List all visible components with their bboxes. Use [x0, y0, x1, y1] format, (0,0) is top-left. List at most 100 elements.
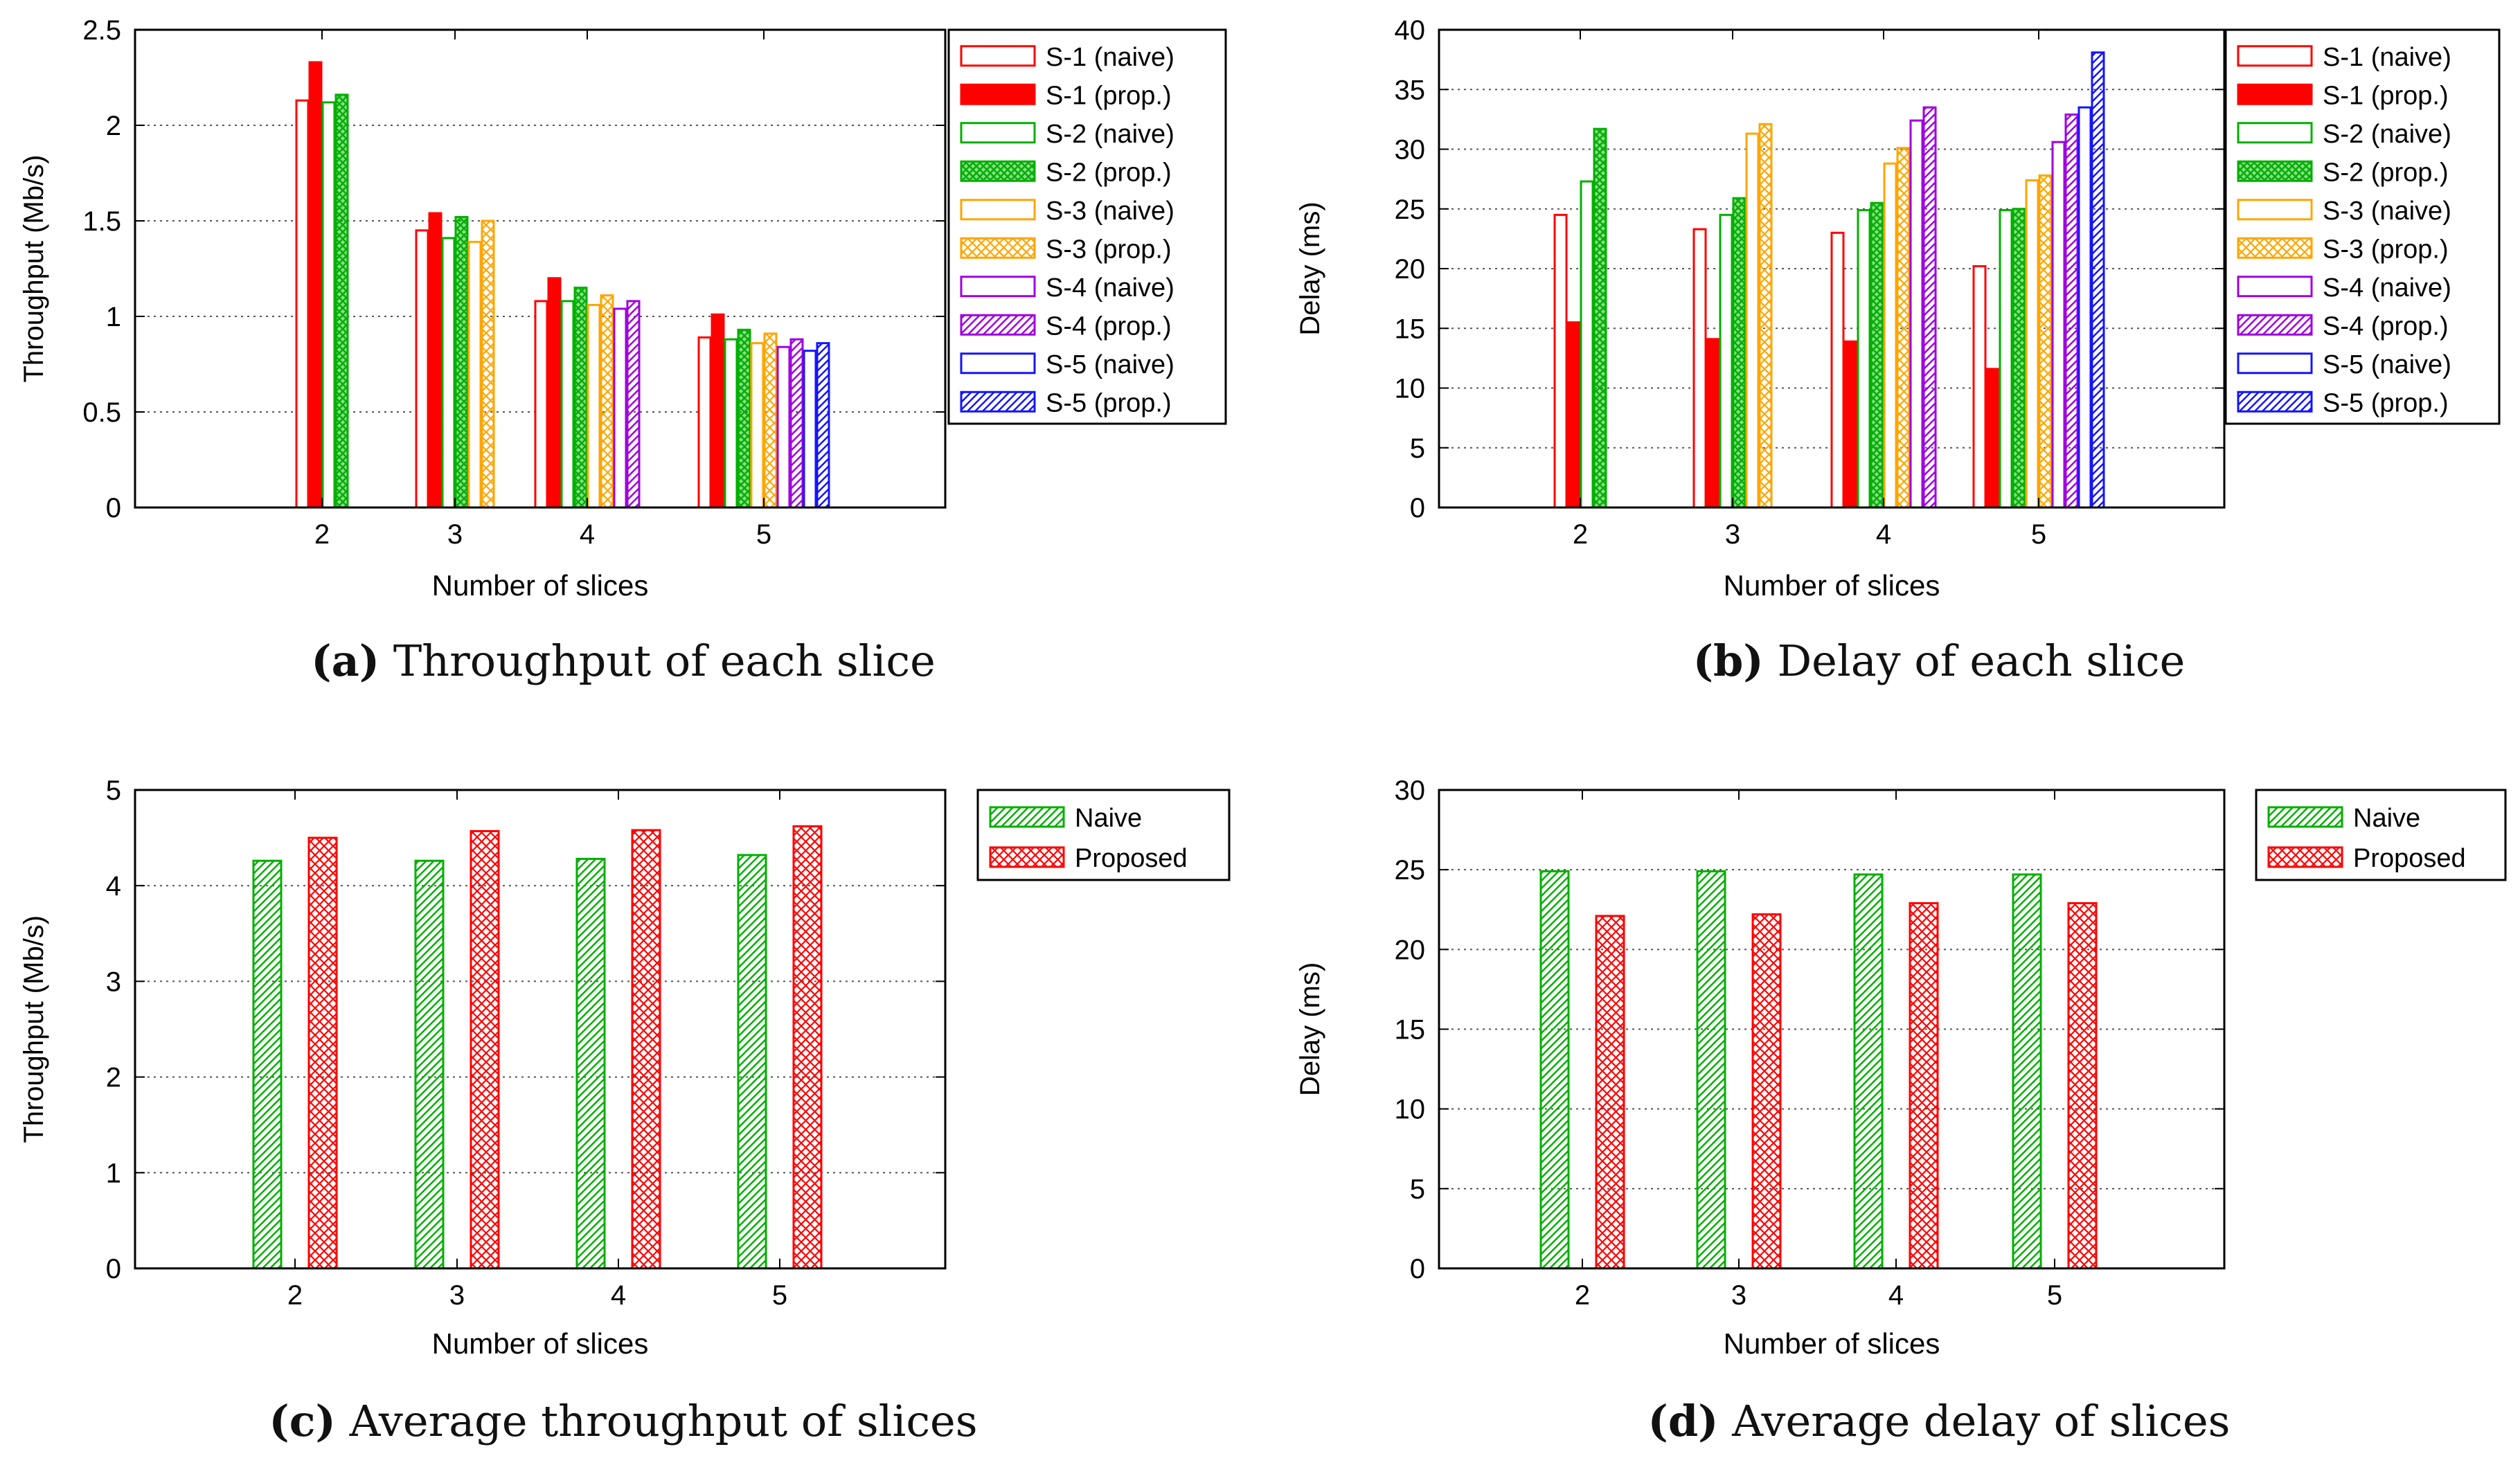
legend-swatch-s-2-prop: [2237, 160, 2313, 182]
bar-s-3-naive-4: [1883, 162, 1897, 509]
y-tick-label: 0: [1410, 1254, 1425, 1284]
y-tick-label: 10: [1395, 374, 1426, 404]
legend-swatch-s-4-naive: [960, 276, 1036, 298]
caption-d: (d) Average delay of slices: [1647, 1396, 2231, 1446]
bar-naive-5: [737, 854, 767, 1270]
caption-b-text: Delay of each slice: [1777, 636, 2186, 686]
bar-proposed-3: [470, 829, 500, 1270]
bar-s-1-prop-4: [547, 277, 562, 509]
chart-throughput-each-slice: 0 0.5 1 1.5 2 2.5 2 3 4 5 Number of slices Throughp…: [19, 15, 1227, 602]
bar-s-1-naive-3: [415, 229, 429, 509]
bar-s-1-naive-2: [1553, 213, 1568, 509]
caption-c-text: Average throughput of slices: [349, 1396, 978, 1446]
x-tick-label: 2: [1575, 1280, 1590, 1311]
legend-swatch-proposed: [989, 846, 1065, 868]
bar-s-5-naive-5: [2077, 106, 2092, 509]
bar-naive-5: [2012, 873, 2042, 1270]
caption-a: (a) Throughput of each slice: [311, 636, 936, 686]
legend-label-s-2-prop: S-2 (prop.): [1046, 158, 1172, 187]
x-tick-label: 2: [314, 519, 330, 550]
y-tick-label: 25: [1395, 195, 1426, 225]
caption-a-letter: a: [331, 636, 359, 686]
bar-s-2-prop-4: [573, 287, 588, 509]
legend-label-s-1-naive: S-1 (naive): [1046, 43, 1174, 72]
bar-s-1-prop-2: [1566, 321, 1581, 509]
x-tick-label: 5: [2047, 1280, 2062, 1311]
bar-s-1-prop-2: [308, 61, 323, 509]
y-axis-label: Delay (ms): [1295, 201, 1325, 335]
bar-proposed-5: [792, 825, 823, 1270]
y-tick-label: 0: [1410, 493, 1425, 523]
bar-s-3-prop-5: [763, 332, 778, 509]
caption-a-text: Throughput of each slice: [393, 636, 936, 686]
y-tick-label: 0: [106, 1254, 121, 1284]
bar-s-2-prop-5: [2012, 208, 2026, 509]
y-tick-label: 2: [106, 1063, 121, 1093]
legend-label-s-3-naive: S-3 (naive): [2323, 197, 2451, 226]
legend-label-s-1-naive: S-1 (naive): [2323, 43, 2451, 72]
y-tick-label: 35: [1395, 75, 1426, 105]
bar-s-2-prop-3: [1732, 197, 1746, 509]
x-tick-label: 3: [449, 1280, 465, 1311]
y-tick-label: 10: [1395, 1095, 1426, 1125]
bar-s-1-naive-5: [697, 336, 712, 509]
x-axis-label: Number of slices: [1724, 569, 1940, 602]
legend-label-s-3-prop: S-3 (prop.): [1046, 235, 1172, 264]
bar-s-1-naive-4: [534, 300, 548, 509]
legend-swatch-naive: [2267, 806, 2343, 828]
bar-s-4-prop-4: [626, 300, 641, 509]
legend-swatch-s-3-naive: [960, 199, 1036, 221]
bar-s-2-naive-3: [441, 237, 456, 509]
x-tick-label: 5: [2031, 519, 2046, 550]
bar-s-4-naive-5: [2051, 141, 2066, 509]
bar-s-4-prop-4: [1922, 106, 1937, 509]
legend-swatch-s-4-naive: [2237, 276, 2313, 298]
legend-label-proposed: Proposed: [1075, 844, 1188, 873]
bar-s-5-prop-5: [816, 342, 830, 509]
bar-s-2-prop-2: [1593, 127, 1607, 509]
bar-s-4-naive-4: [613, 307, 627, 509]
bar-s-3-prop-5: [2038, 174, 2053, 509]
bar-s-1-naive-4: [1830, 231, 1845, 509]
legend-swatch-s-1-prop: [960, 83, 1036, 105]
bar-proposed-5: [2067, 902, 2098, 1270]
x-tick-label: 4: [1876, 519, 1891, 550]
legend-label-s-4-prop: S-4 (prop.): [1046, 312, 1172, 341]
legend-swatch-proposed: [2267, 846, 2343, 868]
legend-swatch-s-2-naive: [960, 122, 1036, 144]
caption-c: (c) Average throughput of slices: [269, 1396, 978, 1446]
bar-s-1-naive-3: [1692, 228, 1707, 509]
bar-s-3-prop-4: [1896, 147, 1911, 509]
bar-s-4-prop-5: [2064, 113, 2079, 509]
legend-swatch-s-5-prop: [960, 390, 1036, 413]
legend-swatch-s-1-naive: [960, 45, 1036, 67]
x-axis-label: Number of slices: [432, 1327, 649, 1360]
y-tick-label: 4: [106, 871, 121, 901]
caption-b: (b) Delay of each slice: [1692, 636, 2186, 686]
x-tick-label: 2: [1573, 519, 1588, 550]
bar-s-3-naive-5: [750, 342, 765, 509]
legend-swatch-s-1-prop: [2237, 83, 2313, 105]
bar-s-2-prop-4: [1870, 201, 1884, 509]
bar-naive-2: [1539, 870, 1570, 1270]
y-tick-label: 1: [106, 1158, 121, 1189]
legend: S-1 (naive) S-1 (prop.) S-2 (naive) S-2 (pr…: [2224, 28, 2501, 425]
legend-swatch-s-3-prop: [2237, 237, 2313, 259]
x-axis-label: Number of slices: [1724, 1327, 1940, 1360]
caption-c-letter: c: [289, 1396, 316, 1446]
legend: Naive Proposed: [976, 789, 1231, 881]
legend-label-s-4-naive: S-4 (naive): [1046, 273, 1174, 303]
y-tick-label: 5: [1410, 1174, 1425, 1205]
x-tick-label: 4: [611, 1280, 626, 1311]
y-tick-label: 0.5: [82, 397, 121, 428]
legend: S-1 (naive) S-1 (prop.) S-2 (naive) S-2 (pr…: [947, 28, 1227, 425]
y-tick-label: 5: [1410, 433, 1425, 464]
bar-s-3-naive-4: [587, 303, 601, 509]
legend-label-s-4-prop: S-4 (prop.): [2323, 312, 2449, 341]
chart-delay-each-slice: 0 5 10 15 20 25 30 35 40 2 3 4 5 Number of slices Dela…: [1295, 15, 2501, 602]
bar-s-1-prop-3: [1706, 338, 1720, 509]
bar-proposed-2: [307, 836, 338, 1270]
bar-s-1-naive-5: [1972, 265, 1987, 509]
plot-frame: [1438, 789, 2226, 1270]
